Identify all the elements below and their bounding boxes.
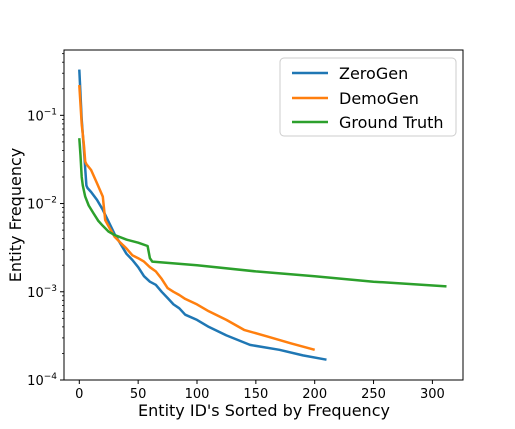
x-tick-label: 300 <box>420 387 445 402</box>
x-tick-label: 50 <box>130 387 147 402</box>
x-axis: 0 50 100 150 200 250 300 <box>75 380 445 402</box>
x-tick-label: 250 <box>361 387 386 402</box>
x-tick-label: 0 <box>75 387 83 402</box>
legend-label-demogen: DemoGen <box>339 89 419 108</box>
x-axis-title: Entity ID's Sorted by Frequency <box>138 401 390 420</box>
y-tick-label: 10−1 <box>27 107 57 124</box>
series-line-ground-truth <box>78 138 447 288</box>
y-axis-title: Entity Frequency <box>6 148 25 282</box>
series-line-zerogen <box>78 69 327 361</box>
x-tick-label: 150 <box>243 387 268 402</box>
legend-box <box>279 57 457 137</box>
series-layer <box>78 69 447 361</box>
legend-label-zerogen: ZeroGen <box>339 64 408 83</box>
y-tick-label: 10−3 <box>27 284 57 301</box>
y-tick-label: 10−2 <box>27 196 57 213</box>
y-axis: 10−4 10−3 10−2 10−1 <box>27 53 64 389</box>
series-line-demogen <box>78 85 316 352</box>
legend-label-ground-truth: Ground Truth <box>339 113 444 132</box>
legend: ZeroGen DemoGen Ground Truth <box>279 57 457 137</box>
x-tick-label: 100 <box>185 387 210 402</box>
y-tick-label: 10−4 <box>27 372 57 389</box>
x-tick-label: 200 <box>302 387 327 402</box>
